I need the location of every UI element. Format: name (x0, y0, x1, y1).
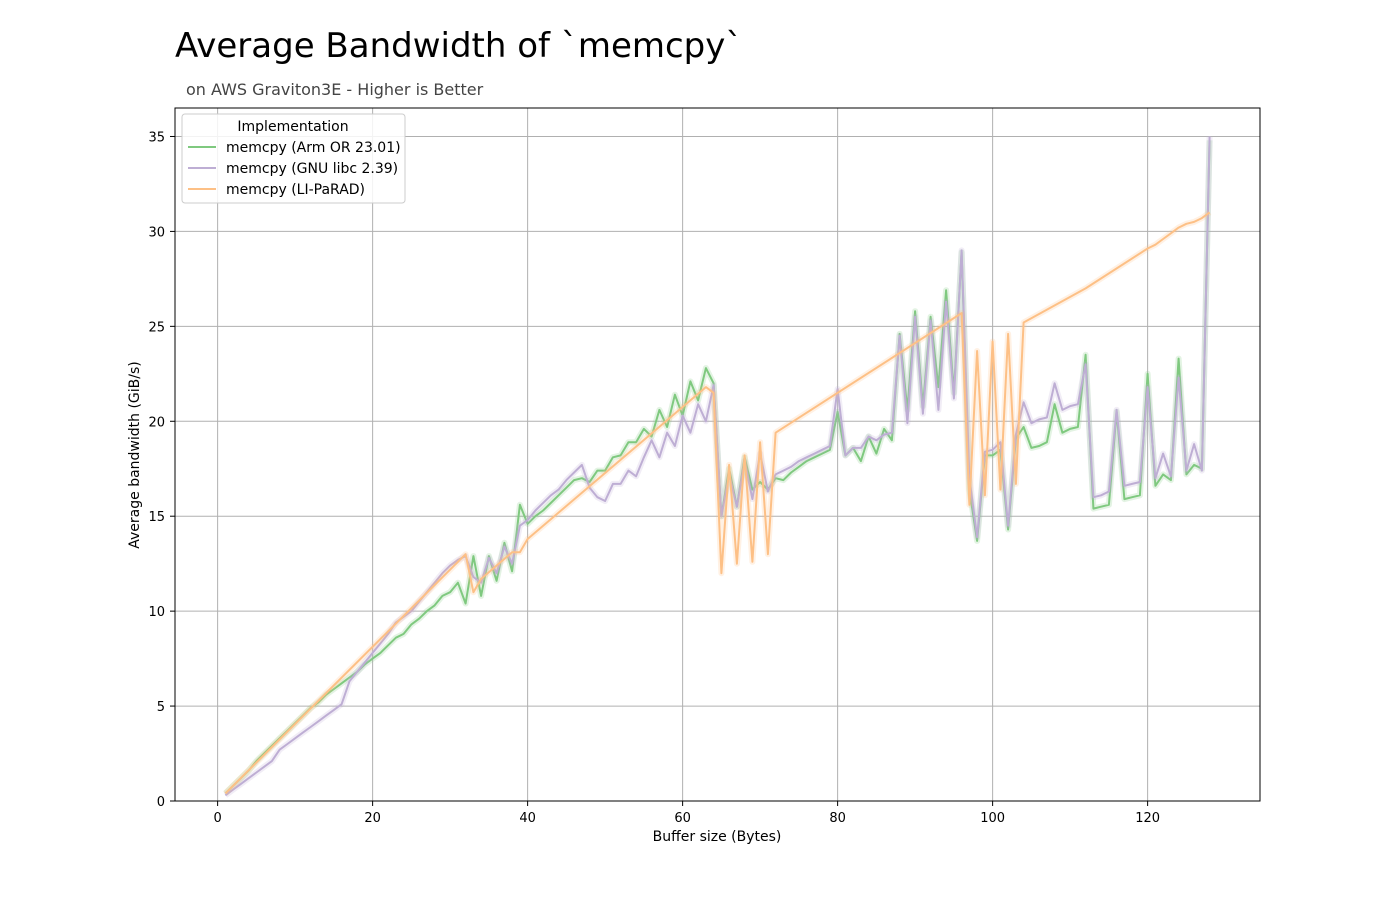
y-tick-label: 25 (148, 320, 165, 335)
y-axis-label: Average bandwidth (GiB/s) (127, 361, 143, 548)
x-tick-label: 80 (829, 811, 846, 826)
y-tick-label: 20 (148, 415, 165, 430)
legend-label: memcpy (Arm OR 23.01) (226, 140, 401, 156)
y-tick-label: 0 (157, 795, 165, 810)
x-tick-label: 20 (364, 811, 381, 826)
y-tick-label: 30 (148, 225, 165, 240)
series-line-3 (224, 211, 1211, 795)
x-tick-label: 0 (213, 811, 221, 826)
legend: Implementation memcpy (Arm OR 23.01)memc… (181, 113, 406, 204)
plot-frame (174, 107, 1261, 802)
y-tick-label: 10 (148, 605, 165, 620)
chart-title: Average Bandwidth of `memcpy` (175, 26, 743, 66)
x-axis-ticks: 0 20 40 60 80 100 120 (213, 801, 1160, 826)
y-tick-label: 15 (148, 510, 165, 525)
series-lines (223, 136, 1213, 798)
x-axis-label: Buffer size (Bytes) (653, 829, 782, 845)
series-line-2 (224, 136, 1211, 797)
legend-items: memcpy (Arm OR 23.01) memcpy (GNU libc 2.… (188, 140, 401, 198)
x-tick-label: 60 (674, 811, 691, 826)
legend-label: memcpy (GNU libc 2.39) (226, 161, 398, 177)
x-tick-label: 40 (519, 811, 536, 826)
y-axis-ticks: 0 5 10 15 20 25 30 35 (148, 130, 175, 810)
x-tick-label: 120 (1135, 811, 1160, 826)
y-tick-label: 35 (148, 130, 165, 145)
legend-label: memcpy (LI-PaRAD) (226, 182, 365, 198)
chart-subtitle: on AWS Graviton3E - Higher is Better (186, 80, 484, 99)
x-tick-label: 100 (980, 811, 1005, 826)
legend-box (181, 113, 406, 204)
legend-title: Implementation (237, 119, 348, 135)
y-tick-label: 5 (157, 700, 165, 715)
